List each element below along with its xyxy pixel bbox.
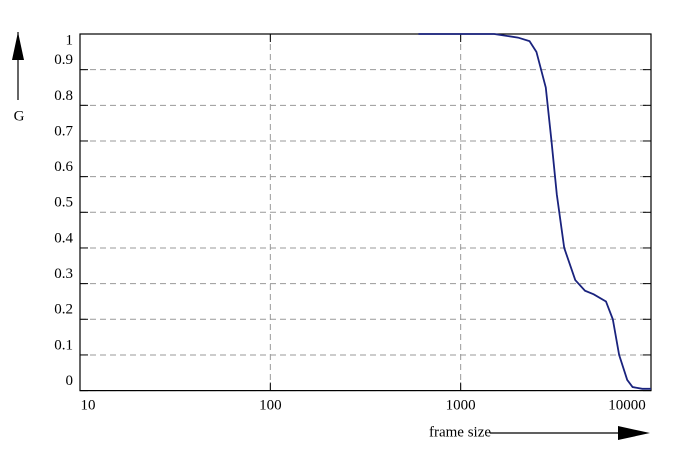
y-tick-label: 0.2 — [54, 302, 73, 318]
y-tick-label: 0.4 — [54, 230, 73, 246]
y-tick-label: 0.5 — [54, 195, 73, 211]
y-tick-label: 1 — [66, 32, 74, 48]
y-tick-label: 0.7 — [54, 123, 73, 139]
y-tick-label: 0.6 — [54, 159, 73, 175]
y-tick-label: 0.1 — [54, 337, 73, 353]
y-tick-label: 0.3 — [54, 266, 73, 282]
x-tick-label: 10000 — [608, 397, 646, 413]
y-tick-label: 0 — [66, 373, 74, 389]
x-arrow-head — [618, 426, 650, 440]
y-axis-title: G — [14, 108, 25, 124]
x-tick-label: 10 — [81, 397, 96, 413]
y-tick-label: 0.9 — [54, 52, 73, 68]
x-tick-label: 1000 — [446, 397, 476, 413]
plot-frame — [79, 33, 652, 392]
y-tick-label: 0.8 — [54, 88, 73, 104]
x-tick-label: 100 — [259, 397, 282, 413]
x-axis-title: frame size — [429, 424, 491, 440]
data-line — [418, 33, 651, 390]
y-arrow-head — [12, 32, 24, 60]
